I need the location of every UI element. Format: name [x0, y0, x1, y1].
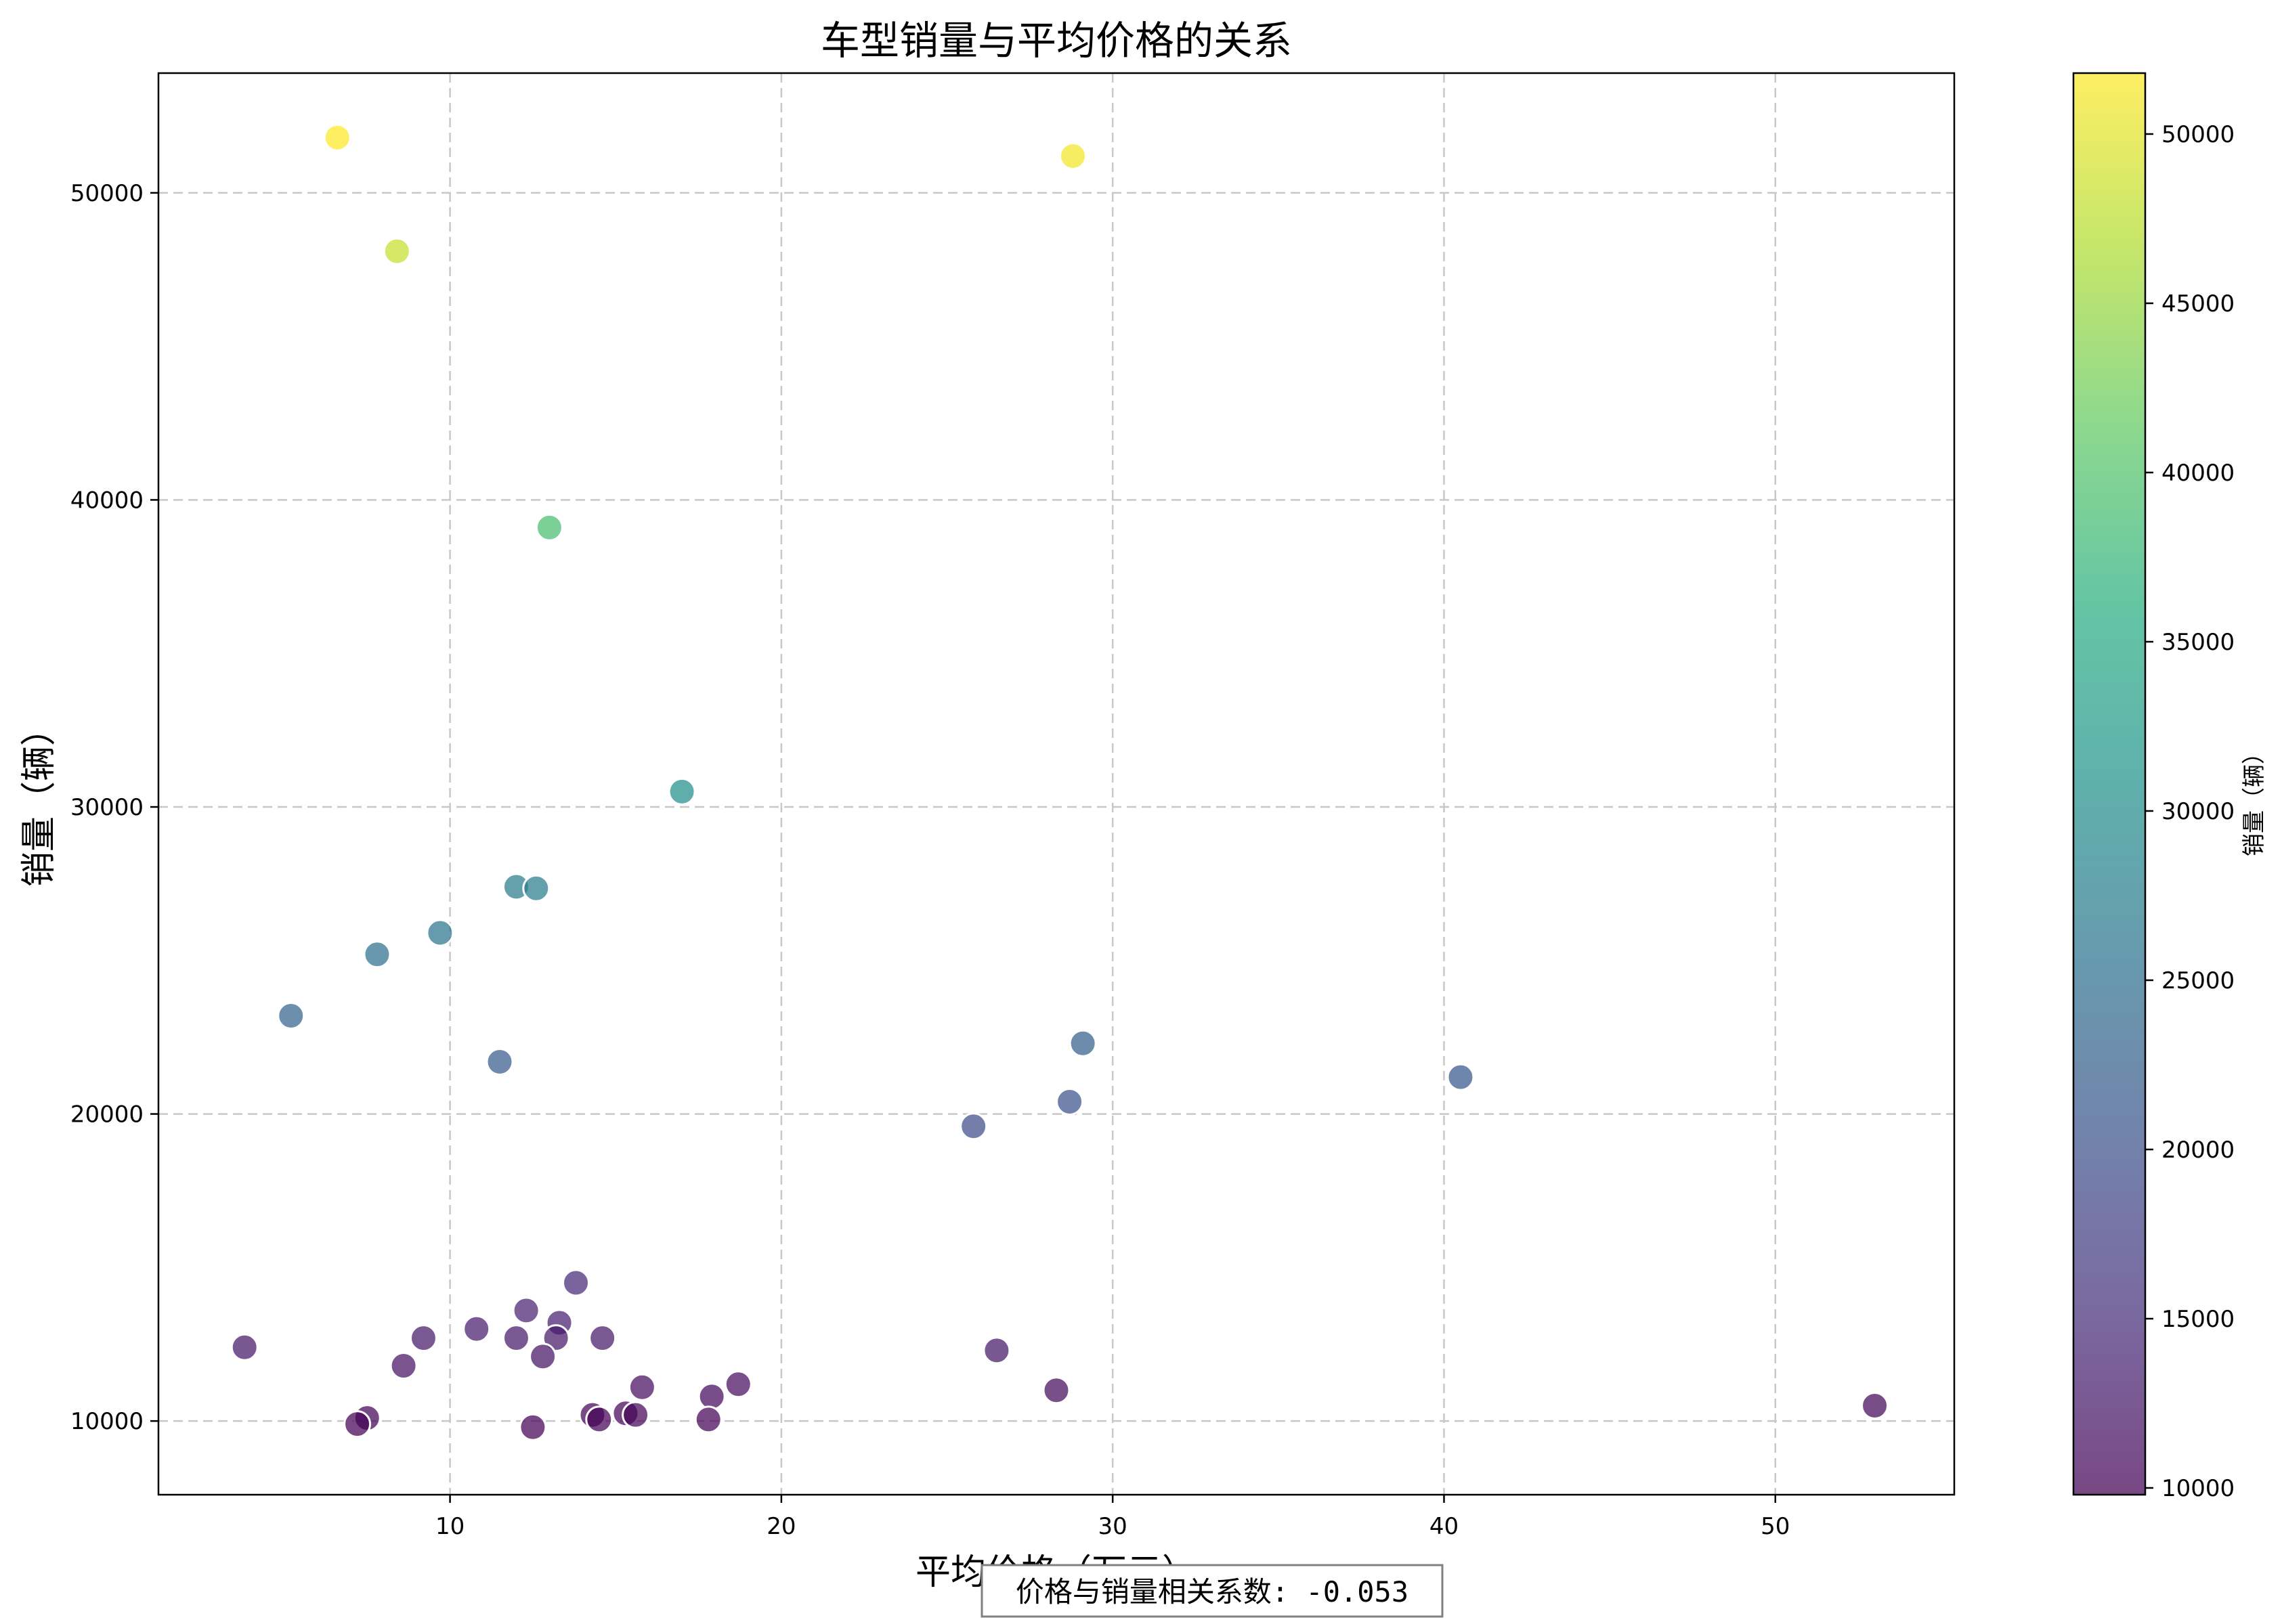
y-tick-label: 30000 — [70, 794, 144, 821]
annotation-box — [981, 1564, 1444, 1618]
data-point — [724, 1370, 752, 1399]
y-axis-label: 销量（辆） — [19, 711, 60, 887]
colorbar-tick-label: 20000 — [2161, 1137, 2235, 1164]
data-point — [486, 1047, 514, 1076]
colorbar-tick-label: 10000 — [2161, 1475, 2235, 1502]
x-tick-label: 50 — [1761, 1513, 1790, 1540]
y-tick-label: 20000 — [70, 1101, 144, 1128]
data-point — [512, 1296, 540, 1325]
correlation-annotation: 价格与销量相关系数: -0.053 — [981, 1564, 1444, 1618]
data-point — [960, 1112, 988, 1141]
data-point — [668, 777, 696, 806]
data-point — [1058, 141, 1087, 170]
data-point — [462, 1315, 491, 1343]
data-point — [522, 874, 551, 902]
data-point — [1042, 1376, 1071, 1405]
data-point — [694, 1405, 723, 1434]
colorbar-tick-label: 30000 — [2161, 798, 2235, 825]
x-tick-label: 20 — [767, 1513, 796, 1540]
x-axis-ticks: 10 20 30 40 50 — [435, 1495, 1790, 1540]
data-point — [1056, 1087, 1084, 1116]
colorbar-tick-label: 45000 — [2161, 290, 2235, 317]
data-point — [230, 1333, 259, 1361]
colorbar-tick-label: 40000 — [2161, 460, 2235, 487]
colorbar-frame — [2072, 72, 2147, 1496]
grid-lines — [158, 73, 1954, 1495]
colorbar-tick-label: 50000 — [2161, 121, 2235, 148]
y-axis-ticks: 10000 20000 30000 40000 50000 — [70, 180, 158, 1435]
data-point — [983, 1336, 1011, 1365]
colorbar-tick-label: 25000 — [2161, 967, 2235, 994]
plot-frame — [157, 72, 1956, 1496]
data-point — [562, 1269, 590, 1297]
chart-title: 车型销量与平均价格的关系 — [821, 18, 1292, 64]
data-point — [389, 1352, 418, 1380]
colorbar-gradient — [2073, 73, 2145, 1495]
data-point — [529, 1342, 557, 1371]
data-point — [363, 940, 391, 969]
data-point — [588, 1324, 617, 1353]
colorbar-ticks: 10000 15000 20000 25000 30000 35000 40000 45000… — [2145, 121, 2235, 1502]
y-tick-label: 10000 — [70, 1408, 144, 1435]
colorbar-tick-label: 15000 — [2161, 1306, 2235, 1333]
colorbar-label: 销量（辆） — [2241, 741, 2268, 856]
x-tick-label: 10 — [435, 1513, 465, 1540]
data-point — [585, 1405, 613, 1434]
colorbar: 10000 15000 20000 25000 30000 35000 40000 45000… — [2072, 72, 2268, 1502]
annotation-text: 价格与销量相关系数: -0.053 — [1016, 1575, 1408, 1608]
data-point — [409, 1324, 437, 1353]
colorbar-tick-label: 35000 — [2161, 629, 2235, 656]
data-point — [1069, 1029, 1097, 1057]
y-tick-label: 50000 — [70, 180, 144, 207]
data-point — [343, 1410, 372, 1439]
data-point — [502, 1324, 530, 1353]
data-point — [426, 919, 454, 947]
data-point — [697, 1382, 726, 1411]
data-point — [383, 237, 411, 265]
data-point — [628, 1373, 656, 1401]
data-points — [230, 123, 1889, 1441]
data-point — [519, 1413, 547, 1441]
data-point — [622, 1401, 650, 1429]
data-point — [1446, 1063, 1475, 1091]
data-point — [323, 123, 351, 152]
data-point — [277, 1001, 305, 1030]
x-tick-label: 30 — [1098, 1513, 1127, 1540]
x-tick-label: 40 — [1429, 1513, 1459, 1540]
data-point — [535, 513, 563, 542]
data-point — [1861, 1391, 1889, 1420]
y-tick-label: 40000 — [70, 487, 144, 514]
